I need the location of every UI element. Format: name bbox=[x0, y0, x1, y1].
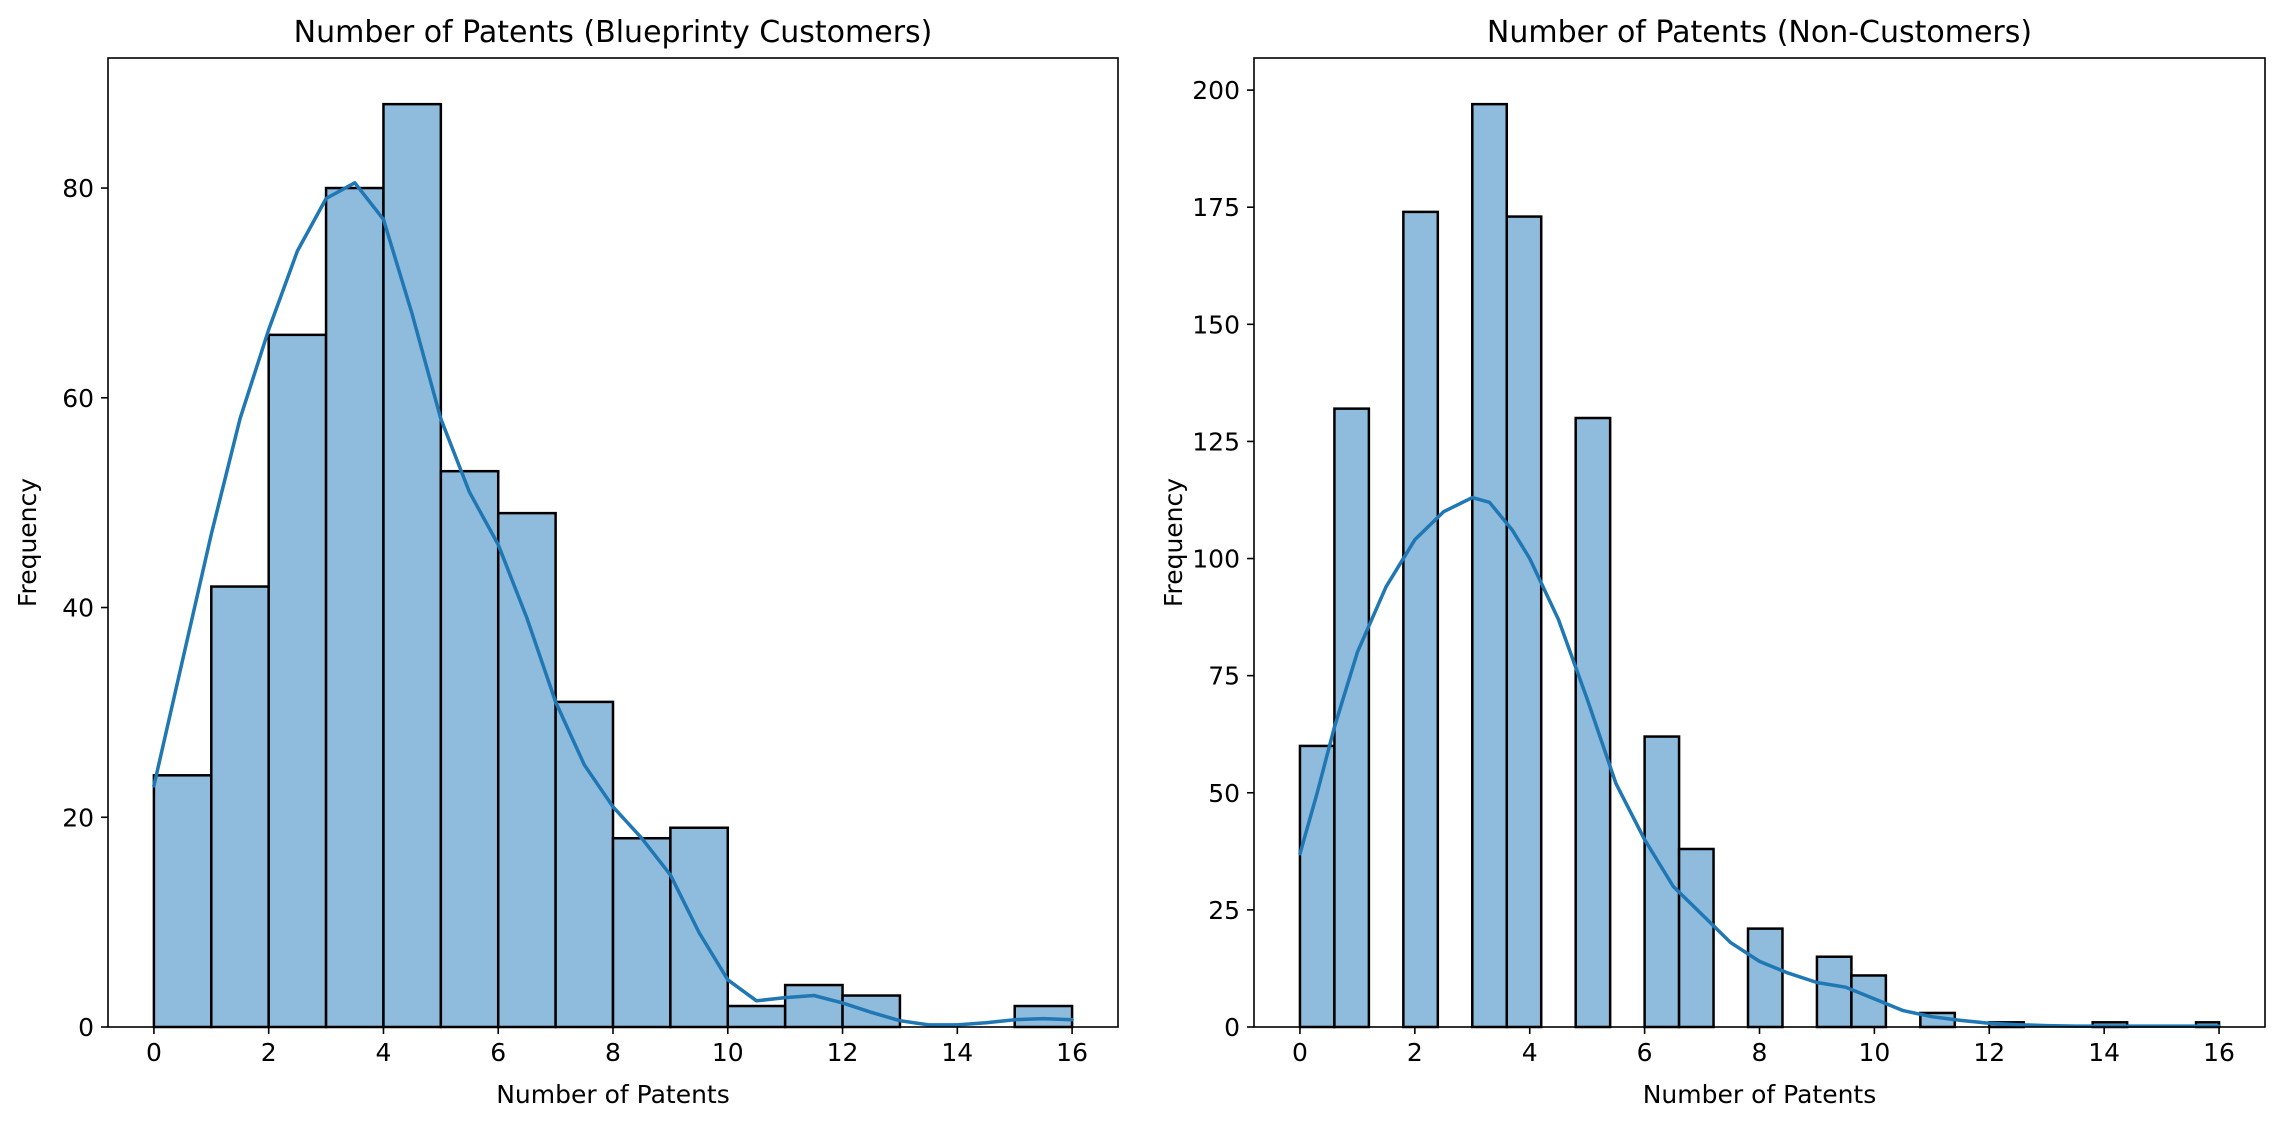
y-tick-label: 150 bbox=[1192, 310, 1240, 339]
histogram-bar bbox=[783, 983, 844, 1029]
x-tick-label: 0 bbox=[1292, 1038, 1308, 1067]
y-tick-label: 0 bbox=[78, 1013, 94, 1042]
x-tick-label: 14 bbox=[2088, 1038, 2120, 1067]
chart-customers: 0 2 4 6 8 10 12 14 16 0 20 40 60 80 Number of Patents … bbox=[13, 15, 1119, 1109]
histogram-bar bbox=[1815, 955, 1853, 1029]
y-tick-label: 40 bbox=[62, 594, 94, 623]
histogram-bar bbox=[1333, 407, 1371, 1029]
y-tick-label: 25 bbox=[1208, 896, 1240, 925]
x-tick-label: 10 bbox=[712, 1038, 744, 1067]
chart-title: Number of Patents (Blueprinty Customers) bbox=[294, 15, 933, 50]
x-tick-label: 6 bbox=[1637, 1038, 1653, 1067]
histogram-bar bbox=[1402, 210, 1440, 1029]
x-tick-label: 2 bbox=[261, 1038, 277, 1067]
x-tick-label: 12 bbox=[827, 1038, 859, 1067]
histogram-bar bbox=[726, 1004, 787, 1029]
x-tick-label: 0 bbox=[146, 1038, 162, 1067]
histogram-bar bbox=[1471, 102, 1508, 1029]
y-axis-label: Frequency bbox=[13, 478, 42, 607]
histogram-bar bbox=[1746, 927, 1784, 1029]
histogram-bar bbox=[1505, 215, 1543, 1029]
histogram-bar bbox=[1013, 1004, 1074, 1029]
y-tick-label: 200 bbox=[1192, 76, 1240, 105]
y-tick-label: 60 bbox=[62, 384, 94, 413]
histogram-bar bbox=[669, 826, 730, 1029]
y-tick-label: 175 bbox=[1192, 193, 1240, 222]
y-tick-label: 100 bbox=[1192, 545, 1240, 574]
histogram-bar bbox=[210, 585, 270, 1029]
histogram-bar bbox=[1574, 416, 1612, 1029]
x-tick-label: 2 bbox=[1407, 1038, 1423, 1067]
histogram-bar bbox=[496, 511, 557, 1029]
y-tick-label: 80 bbox=[62, 174, 94, 203]
y-tick-label: 75 bbox=[1208, 662, 1240, 691]
y-tick-label: 50 bbox=[1208, 779, 1240, 808]
x-tick-label: 12 bbox=[1973, 1038, 2005, 1067]
x-tick-label: 10 bbox=[1858, 1038, 1890, 1067]
x-tick-label: 4 bbox=[376, 1038, 392, 1067]
histogram-bar bbox=[1677, 847, 1715, 1029]
y-tick-label: 20 bbox=[62, 803, 94, 832]
x-tick-label: 16 bbox=[2203, 1038, 2235, 1067]
chart-non-customers: 0 2 4 6 8 10 12 14 16 0 25 50 75 100 125 150 175 200 Numbe… bbox=[1159, 15, 2266, 1109]
histogram-bar bbox=[382, 102, 443, 1029]
histogram-bar bbox=[439, 469, 500, 1029]
kde-line bbox=[1298, 495, 2221, 1028]
x-tick-label: 4 bbox=[1522, 1038, 1538, 1067]
kde-line bbox=[152, 181, 1074, 1027]
y-tick-label: 0 bbox=[1224, 1013, 1240, 1042]
chart-title: Number of Patents (Non-Customers) bbox=[1487, 15, 2032, 50]
x-tick-label: 8 bbox=[605, 1038, 621, 1067]
y-axis-label: Frequency bbox=[1159, 478, 1188, 607]
y-tick-label: 125 bbox=[1192, 427, 1240, 456]
histogram-bar bbox=[324, 186, 385, 1029]
x-axis-label: Number of Patents bbox=[1643, 1080, 1877, 1109]
x-tick-label: 8 bbox=[1752, 1038, 1768, 1067]
histogram-bar bbox=[1643, 735, 1681, 1029]
x-tick-label: 16 bbox=[1056, 1038, 1088, 1067]
x-tick-label: 6 bbox=[490, 1038, 506, 1067]
x-axis-label: Number of Patents bbox=[496, 1080, 730, 1109]
histogram-bar bbox=[267, 333, 328, 1029]
histogram-bar bbox=[611, 836, 672, 1029]
x-tick-label: 14 bbox=[941, 1038, 973, 1067]
histogram-bar bbox=[554, 700, 615, 1029]
histogram-bar bbox=[152, 774, 213, 1029]
